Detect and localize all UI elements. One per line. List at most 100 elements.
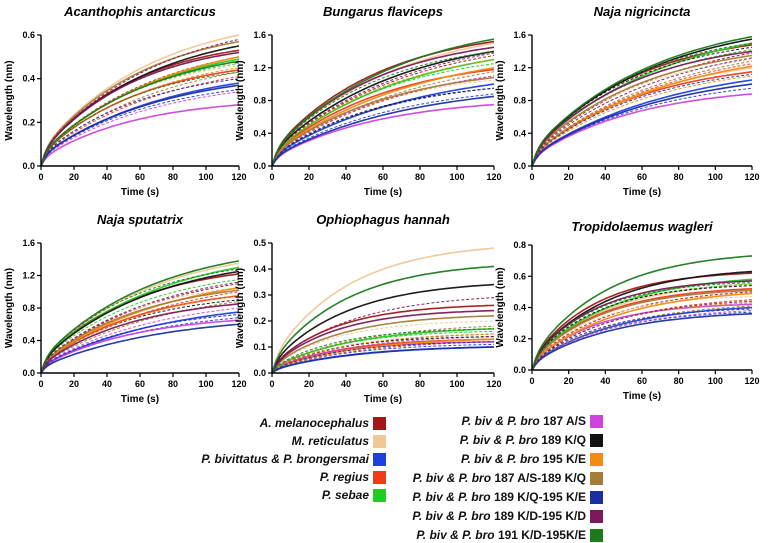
y-tick-label: 0.8 bbox=[253, 96, 266, 106]
x-tick-label: 40 bbox=[102, 172, 112, 182]
series-line bbox=[271, 71, 495, 167]
y-tick-label: 0.1 bbox=[253, 342, 266, 352]
legend-swatch bbox=[373, 452, 386, 466]
series-line bbox=[531, 270, 753, 371]
series-line bbox=[531, 285, 753, 371]
series-line bbox=[40, 40, 240, 167]
series-group bbox=[40, 34, 240, 167]
x-tick-label: 0 bbox=[38, 172, 43, 182]
y-tick-label: 0.4 bbox=[253, 128, 266, 138]
series-line bbox=[531, 93, 753, 167]
x-tick-label: 20 bbox=[69, 172, 79, 182]
series-line bbox=[40, 303, 240, 374]
legend-label-suffix: 189 K/Q bbox=[537, 433, 586, 447]
x-tick-label: 100 bbox=[198, 379, 213, 389]
y-tick-label: 0.4 bbox=[22, 74, 35, 84]
chart-title: Acanthophis antarcticus bbox=[63, 4, 216, 19]
legend-item: P. biv & P. bro 189 K/Q-195 K/E bbox=[412, 489, 603, 505]
series-line bbox=[531, 289, 753, 371]
legend-item: P. biv & P. bro 195 K/E bbox=[461, 451, 603, 467]
y-axis-label: Wavelength (nm) bbox=[235, 268, 246, 348]
series-line bbox=[271, 40, 495, 167]
legend-label-prefix: P. biv & P. bro bbox=[412, 471, 492, 485]
x-tick-label: 40 bbox=[341, 172, 351, 182]
series-line bbox=[40, 295, 240, 374]
chart-title: Tropidolaemus wagleri bbox=[571, 219, 713, 234]
series-line bbox=[531, 38, 753, 167]
series-group bbox=[531, 35, 753, 167]
series-line bbox=[271, 50, 495, 167]
series-line bbox=[271, 83, 495, 167]
legend-label-suffix: 195 K/E bbox=[539, 452, 586, 466]
x-tick-label: 80 bbox=[415, 379, 425, 389]
y-tick-label: 1.6 bbox=[22, 238, 35, 248]
x-tick-label: 100 bbox=[449, 172, 464, 182]
x-tick-label: 60 bbox=[378, 379, 388, 389]
series-line bbox=[271, 283, 495, 374]
series-line bbox=[271, 59, 495, 167]
x-tick-label: 60 bbox=[378, 172, 388, 182]
series-line bbox=[40, 281, 240, 374]
series-group bbox=[271, 247, 495, 374]
series-line bbox=[531, 292, 753, 371]
y-tick-label: 1.2 bbox=[22, 271, 35, 281]
x-axis-label: Time (s) bbox=[364, 187, 402, 198]
x-tick-label: 80 bbox=[168, 172, 178, 182]
legend-label: P. sebae bbox=[321, 488, 369, 502]
series-line bbox=[40, 76, 240, 167]
y-tick-label: 1.2 bbox=[513, 63, 526, 73]
series-group bbox=[531, 255, 753, 371]
x-tick-label: 100 bbox=[708, 172, 723, 182]
series-line bbox=[271, 265, 495, 374]
x-tick-label: 120 bbox=[486, 379, 501, 389]
y-tick-label: 0.2 bbox=[22, 117, 35, 127]
legend-swatch bbox=[590, 528, 603, 542]
series-line bbox=[531, 54, 753, 167]
y-tick-label: 0.2 bbox=[253, 316, 266, 326]
legend-label: P. bivittatus & P. brongersmai bbox=[201, 452, 369, 466]
series-line bbox=[40, 323, 240, 374]
legend-swatch bbox=[590, 414, 603, 428]
series-line bbox=[40, 71, 240, 167]
legend-label-prefix: P. biv & P. bro bbox=[416, 528, 495, 542]
x-tick-label: 60 bbox=[135, 172, 145, 182]
legend-label-prefix: P. biv & P. bro bbox=[461, 452, 540, 466]
y-tick-label: 0.0 bbox=[513, 161, 526, 171]
series-line bbox=[531, 305, 753, 371]
x-tick-label: 100 bbox=[708, 376, 723, 386]
y-tick-label: 0.5 bbox=[253, 238, 266, 248]
legend-swatch bbox=[373, 470, 386, 484]
x-tick-label: 80 bbox=[168, 379, 178, 389]
legend-label-prefix: P. biv & P. bro bbox=[459, 433, 538, 447]
y-tick-label: 0.6 bbox=[22, 30, 35, 40]
legend-label: A. melanocephalus bbox=[259, 416, 369, 430]
series-line bbox=[271, 75, 495, 167]
legend-label: M. reticulatus bbox=[291, 434, 369, 448]
series-line bbox=[531, 50, 753, 167]
y-tick-label: 0.0 bbox=[513, 365, 526, 375]
series-line bbox=[40, 307, 240, 374]
series-line bbox=[271, 330, 495, 374]
x-tick-label: 0 bbox=[38, 379, 43, 389]
series-line bbox=[531, 83, 753, 167]
series-line bbox=[271, 333, 495, 374]
series-line bbox=[40, 270, 240, 374]
legend-item: P. biv & P. bro 191 K/D-195K/E bbox=[416, 527, 603, 543]
series-group bbox=[271, 38, 495, 167]
y-tick-label: 0.0 bbox=[253, 368, 266, 378]
x-axis-label: Time (s) bbox=[121, 187, 159, 198]
series-line bbox=[271, 247, 495, 374]
series-line bbox=[40, 65, 240, 167]
series-line bbox=[271, 346, 495, 374]
x-axis-label: Time (s) bbox=[623, 187, 661, 198]
x-tick-label: 120 bbox=[231, 379, 246, 389]
panel-3: Naja nigricincta 0 20 40 60 80 100 120 0.0 0.4 0.8… bbox=[495, 4, 760, 198]
legend-swatch bbox=[590, 490, 603, 504]
x-tick-label: 0 bbox=[269, 379, 274, 389]
panel-1: Acanthophis antarcticus 0 20 40 60 80 100 120 0.… bbox=[4, 4, 247, 198]
y-tick-label: 0.4 bbox=[513, 303, 526, 313]
series-line bbox=[40, 82, 240, 167]
legend-item: A. melanocephalus bbox=[260, 415, 386, 431]
series-line bbox=[40, 260, 240, 374]
